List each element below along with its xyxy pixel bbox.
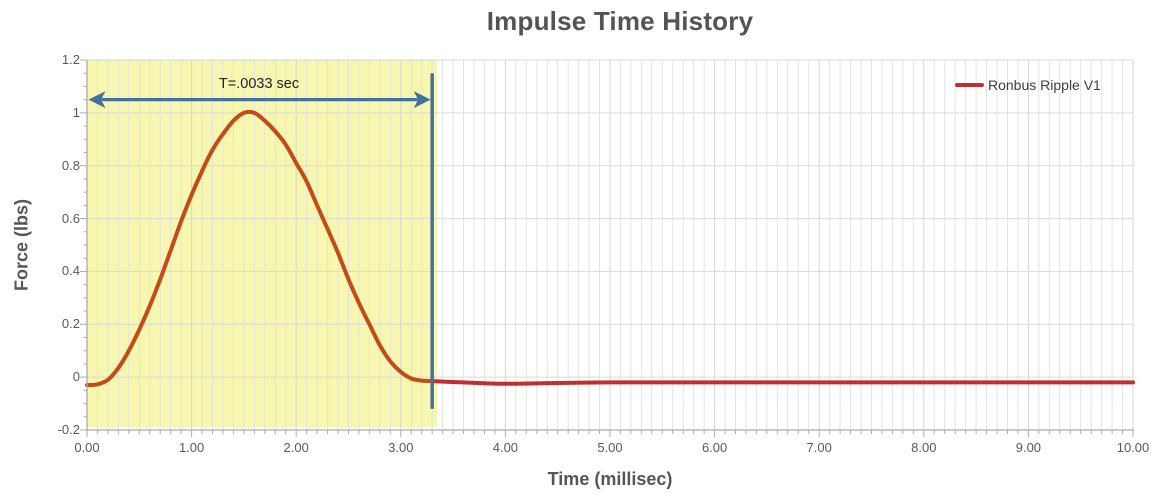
x-tick-label: 10.00 [1116, 440, 1150, 455]
legend-series-label: Ronbus Ripple V1 [988, 77, 1101, 93]
series-line [85, 109, 1135, 388]
duration-annotation-label: T=.0033 sec [218, 76, 300, 92]
y-tick-label: 0.8 [61, 157, 80, 173]
x-tick-label: 6.00 [701, 440, 728, 455]
y-tick-label: 0.2 [61, 316, 80, 332]
y-tick-label: 0.4 [61, 263, 80, 279]
y-tick-label: 0 [72, 369, 80, 385]
legend-line-sample [955, 83, 984, 87]
y-tick-label: 0.6 [61, 210, 80, 226]
legend: Ronbus Ripple V1 [955, 77, 1101, 93]
x-axis-title: Time (millisec) [547, 469, 673, 489]
highlight-band [87, 60, 438, 427]
x-tick-label: 0.00 [74, 440, 100, 455]
x-tick-label: 8.00 [911, 440, 937, 455]
x-tick-label: 5.00 [597, 440, 623, 455]
x-tick-label: 4.00 [492, 440, 519, 455]
y-tick-label: 1.2 [61, 52, 80, 67]
y-tick-label: -0.2 [57, 422, 80, 437]
y-tick-label: 1 [72, 104, 80, 120]
x-tick-label: 9.00 [1015, 440, 1042, 455]
chart-title: Impulse Time History [486, 6, 754, 36]
x-tick-label: 1.00 [178, 440, 205, 455]
x-tick-label: 3.00 [388, 440, 414, 455]
x-tick-label: 2.00 [283, 440, 309, 455]
x-tick-label: 7.00 [806, 440, 832, 455]
